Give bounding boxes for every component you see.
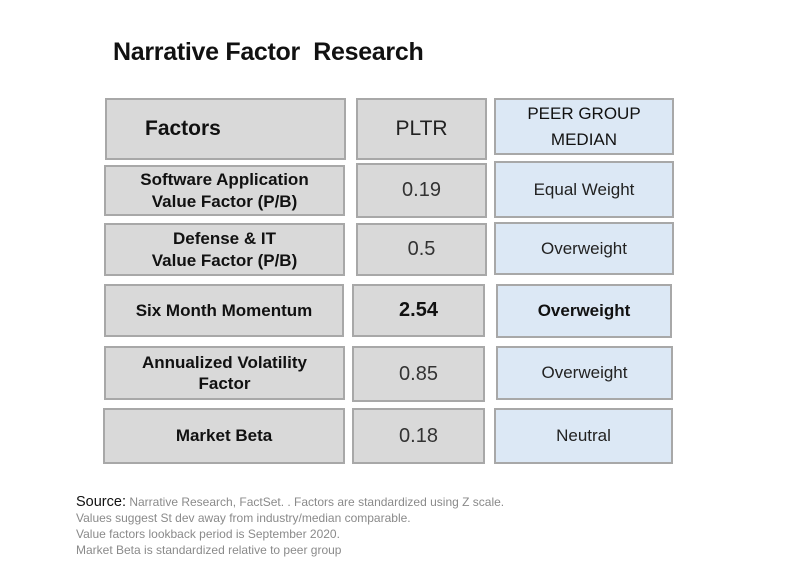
peer-value: Neutral xyxy=(556,426,611,446)
factor-line1: Six Month Momentum xyxy=(135,300,313,320)
pltr-value: 0.5 xyxy=(407,238,436,260)
table-row-peer: Overweight xyxy=(496,346,673,400)
source-line3: Value factors lookback period is Septemb… xyxy=(76,527,340,541)
table-row-factor: Six Month Momentum xyxy=(104,284,344,337)
header-peer-median: PEER GROUP MEDIAN xyxy=(494,98,674,155)
factor-line1: Defense & IT xyxy=(173,229,276,249)
table-row-value: 0.18 xyxy=(352,408,485,464)
header-peer-line1: PEER GROUP xyxy=(527,104,641,123)
table-row-value: 2.54 xyxy=(352,284,485,337)
pltr-value: 0.18 xyxy=(399,424,438,447)
header-ticker: PLTR xyxy=(356,98,487,160)
factor-line2: Value Factor (P/B) xyxy=(151,191,298,211)
source-line4: Market Beta is standardized relative to … xyxy=(76,543,342,557)
peer-value: Overweight xyxy=(541,363,628,383)
header-factors-label: Factors xyxy=(145,116,221,140)
table-row-factor: Defense & IT Value Factor (P/B) xyxy=(104,223,345,276)
header-peer-line2: MEDIAN xyxy=(550,129,618,149)
peer-value: Equal Weight xyxy=(533,179,635,199)
factor-line2: Factor xyxy=(198,374,251,393)
header-ticker-label: PLTR xyxy=(395,116,448,140)
table-row-factor: Annualized Volatility Factor xyxy=(104,346,345,400)
table-row-peer: Overweight xyxy=(494,222,674,275)
page-title: Narrative Factor Research xyxy=(113,38,424,66)
pltr-value: 0.19 xyxy=(402,179,441,201)
pltr-value: 2.54 xyxy=(399,299,438,321)
source-footnote: Source: Narrative Research, FactSet. . F… xyxy=(76,494,504,558)
source-lead: Source: xyxy=(76,494,126,510)
table-row-factor: Market Beta xyxy=(103,408,345,464)
peer-value: Overweight xyxy=(541,238,627,258)
table-row-peer: Overweight xyxy=(496,284,672,338)
header-factors: Factors xyxy=(105,98,346,160)
peer-value: Overweight xyxy=(537,301,631,321)
source-line2: Values suggest St dev away from industry… xyxy=(76,511,411,525)
table-row-value: 0.5 xyxy=(356,223,487,276)
table-row-value: 0.85 xyxy=(352,346,485,402)
table-row-value: 0.19 xyxy=(356,163,487,218)
factor-line1: Market Beta xyxy=(175,426,273,446)
table-row-factor: Software Application Value Factor (P/B) xyxy=(104,165,345,216)
table-row-peer: Equal Weight xyxy=(494,161,674,218)
table-row-peer: Neutral xyxy=(494,408,673,464)
factor-line2: Value Factor (P/B) xyxy=(151,250,298,270)
pltr-value: 0.85 xyxy=(399,362,438,385)
factor-line1: Software Application xyxy=(140,170,309,190)
factor-line1: Annualized Volatility xyxy=(142,352,307,372)
source-line1: Narrative Research, FactSet. . Factors a… xyxy=(125,495,505,509)
